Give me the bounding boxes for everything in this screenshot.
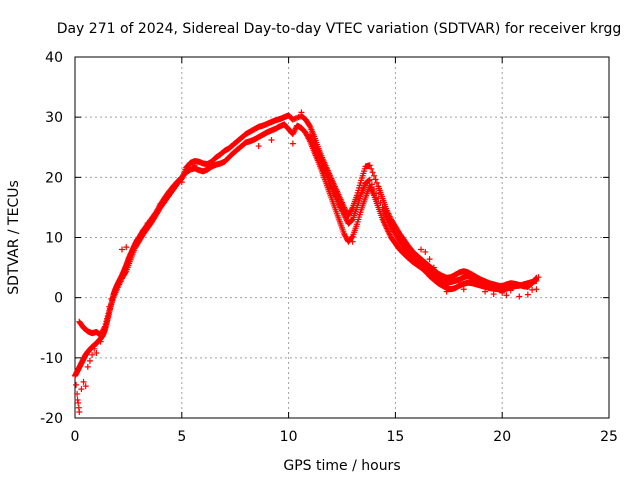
data-point-outlier: [490, 291, 497, 298]
data-point-outlier: [118, 246, 125, 253]
data-point-outlier: [418, 246, 425, 253]
grid-lines: [75, 57, 609, 418]
y-axis-label: SDTVAR / TECUs: [6, 180, 22, 295]
data-point-outlier: [80, 378, 87, 385]
y-tick-label: -20: [40, 411, 63, 427]
data-point-outlier: [76, 408, 83, 415]
data-point: [103, 318, 110, 325]
data-point-outlier: [75, 399, 82, 406]
data-point-outlier: [524, 291, 531, 298]
data-point-outlier: [482, 288, 489, 295]
y-tick-label: -10: [40, 351, 63, 367]
data-point-outlier: [86, 357, 93, 364]
data-point: [371, 172, 378, 179]
data-points: [72, 109, 542, 415]
data-point-outlier: [157, 200, 164, 207]
data-point-outlier: [108, 295, 115, 302]
data-point: [375, 195, 382, 202]
data-point: [373, 179, 380, 186]
data-point: [366, 177, 373, 184]
data-point-outlier: [443, 288, 450, 295]
data-point: [490, 283, 497, 290]
data-point: [366, 176, 373, 183]
x-tick-label: 10: [280, 429, 298, 445]
data-point-outlier: [430, 264, 437, 271]
data-point: [101, 323, 108, 330]
x-tick-label: 25: [600, 429, 618, 445]
y-tick-label: 30: [45, 110, 63, 126]
data-point: [371, 185, 378, 192]
data-point-outlier: [73, 381, 80, 388]
data-point-outlier: [74, 396, 81, 403]
data-point-outlier: [349, 238, 356, 245]
y-tick-label: 20: [45, 170, 63, 186]
data-point-outlier: [255, 143, 262, 150]
data-point: [368, 165, 375, 172]
data-point-outlier: [503, 292, 510, 299]
data-point-outlier: [84, 363, 91, 370]
data-point-outlier: [144, 220, 151, 227]
y-tick-label: 10: [45, 231, 63, 247]
data-point-outlier: [289, 140, 296, 147]
data-point: [105, 310, 112, 317]
chart-title: Day 271 of 2024, Sidereal Day-to-day VTE…: [57, 21, 622, 37]
x-tick-label: 5: [177, 429, 186, 445]
data-point-outlier: [535, 274, 542, 281]
data-point: [122, 269, 129, 276]
x-tick-label: 0: [71, 429, 80, 445]
data-point: [369, 169, 376, 176]
data-point-outlier: [123, 244, 130, 251]
data-point-outlier: [268, 137, 275, 144]
data-point: [104, 315, 111, 322]
data-point-outlier: [106, 303, 113, 310]
data-point: [366, 162, 373, 169]
x-tick-label: 20: [493, 429, 511, 445]
data-point: [373, 190, 380, 197]
data-point: [377, 199, 384, 206]
data-point-outlier: [533, 286, 540, 293]
data-point-outlier: [93, 350, 100, 357]
data-point: [372, 176, 379, 183]
y-tick-label: 40: [45, 50, 63, 66]
data-point: [104, 313, 111, 320]
data-point-outlier: [97, 338, 104, 345]
data-point-outlier: [78, 386, 85, 393]
data-point-outlier: [516, 293, 523, 300]
data-point-outlier: [422, 248, 429, 255]
data-point: [368, 181, 375, 188]
data-point-outlier: [191, 162, 198, 169]
axis-ticks: 0 5 10 15 20 25 -20 -10 0 10 20 30 40: [40, 50, 618, 445]
data-point-outlier: [140, 227, 147, 234]
data-point-outlier: [298, 109, 305, 116]
data-point-outlier: [529, 286, 536, 293]
data-point-outlier: [178, 179, 185, 186]
x-tick-label: 15: [386, 429, 404, 445]
data-point-outlier: [89, 351, 96, 358]
data-point-outlier: [82, 383, 89, 390]
data-point-outlier: [91, 345, 98, 352]
data-point-outlier: [460, 286, 467, 293]
data-point-outlier: [74, 390, 81, 397]
data-point-outlier: [499, 289, 506, 296]
y-tick-label: 0: [54, 291, 63, 307]
data-point-outlier: [507, 287, 514, 294]
data-point: [102, 320, 109, 327]
data-point-outlier: [426, 256, 433, 263]
x-axis-label: GPS time / hours: [283, 458, 400, 474]
